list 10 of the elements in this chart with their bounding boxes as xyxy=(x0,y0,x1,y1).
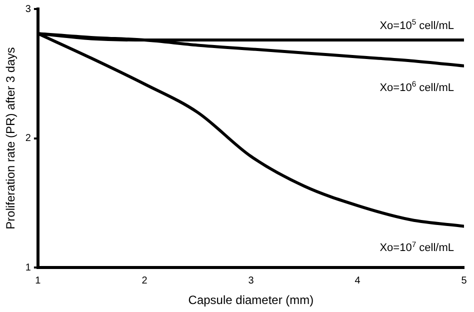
x-tick-label: 5 xyxy=(461,275,468,286)
y-tick-label: 1 xyxy=(25,262,32,274)
x-tick-label: 4 xyxy=(354,275,361,286)
y-tick-label: 2 xyxy=(25,133,32,144)
x-tick-label: 1 xyxy=(35,275,42,286)
y-axis-title: Proliferation rate (PR) after 3 days xyxy=(4,47,18,230)
x-axis-title: Capsule diameter (mm) xyxy=(188,293,314,308)
x-tick-label: 3 xyxy=(248,275,254,286)
y-tick-label: 3 xyxy=(25,4,32,15)
x-tick-label: 2 xyxy=(142,275,148,286)
